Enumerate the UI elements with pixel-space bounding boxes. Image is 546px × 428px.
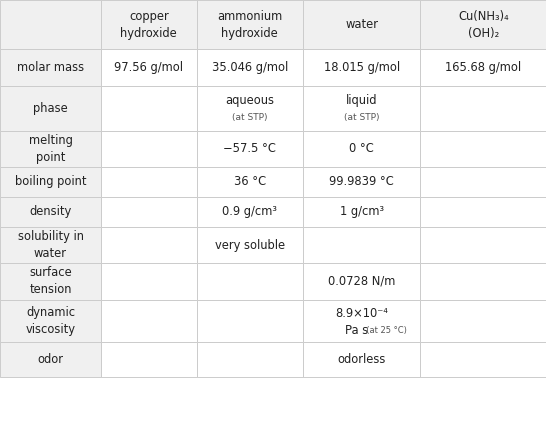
Bar: [303, 131, 420, 167]
Text: density: density: [29, 205, 72, 218]
Bar: [0, 49, 101, 86]
Bar: [101, 263, 197, 300]
Text: ammonium
hydroxide: ammonium hydroxide: [217, 9, 282, 40]
Bar: [197, 0, 303, 49]
Text: dynamic
viscosity: dynamic viscosity: [26, 306, 75, 336]
Bar: [0, 197, 101, 227]
Bar: [197, 300, 303, 342]
Bar: [101, 197, 197, 227]
Text: liquid: liquid: [346, 94, 377, 107]
Bar: [0, 263, 101, 300]
Bar: [197, 342, 303, 377]
Bar: [420, 167, 546, 197]
Bar: [303, 342, 420, 377]
Text: molar mass: molar mass: [17, 61, 84, 74]
Bar: [101, 227, 197, 263]
Bar: [420, 49, 546, 86]
Bar: [101, 0, 197, 49]
Text: (at 25 °C): (at 25 °C): [360, 326, 407, 335]
Bar: [420, 342, 546, 377]
Bar: [303, 86, 420, 131]
Bar: [0, 131, 101, 167]
Bar: [197, 167, 303, 197]
Bar: [420, 86, 546, 131]
Bar: [303, 0, 420, 49]
Text: 97.56 g/mol: 97.56 g/mol: [114, 61, 183, 74]
Bar: [420, 263, 546, 300]
Bar: [101, 86, 197, 131]
Bar: [303, 263, 420, 300]
Bar: [197, 227, 303, 263]
Text: phase: phase: [33, 101, 68, 115]
Text: (at STP): (at STP): [232, 113, 268, 122]
Bar: [0, 86, 101, 131]
Text: solubility in
water: solubility in water: [17, 230, 84, 260]
Bar: [197, 49, 303, 86]
Text: water: water: [345, 18, 378, 31]
Text: odorless: odorless: [337, 353, 386, 366]
Bar: [197, 197, 303, 227]
Text: 165.68 g/mol: 165.68 g/mol: [445, 61, 521, 74]
Text: −57.5 °C: −57.5 °C: [223, 142, 276, 155]
Bar: [0, 300, 101, 342]
Bar: [420, 300, 546, 342]
Bar: [420, 0, 546, 49]
Text: 18.015 g/mol: 18.015 g/mol: [324, 61, 400, 74]
Bar: [101, 49, 197, 86]
Bar: [303, 227, 420, 263]
Bar: [197, 131, 303, 167]
Bar: [0, 167, 101, 197]
Bar: [0, 0, 101, 49]
Bar: [420, 227, 546, 263]
Bar: [420, 131, 546, 167]
Bar: [303, 300, 420, 342]
Bar: [0, 342, 101, 377]
Text: melting
point: melting point: [28, 134, 73, 164]
Bar: [303, 167, 420, 197]
Text: (at STP): (at STP): [344, 113, 379, 122]
Text: 0 °C: 0 °C: [349, 142, 374, 155]
Bar: [303, 49, 420, 86]
Bar: [197, 86, 303, 131]
Text: 99.9839 °C: 99.9839 °C: [329, 175, 394, 188]
Bar: [420, 197, 546, 227]
Bar: [101, 167, 197, 197]
Text: Cu(NH₃)₄
(OH)₂: Cu(NH₃)₄ (OH)₂: [458, 9, 508, 40]
Text: 0.9 g/cm³: 0.9 g/cm³: [222, 205, 277, 218]
Text: boiling point: boiling point: [15, 175, 86, 188]
Text: Pa s: Pa s: [345, 324, 368, 337]
Bar: [0, 227, 101, 263]
Text: very soluble: very soluble: [215, 238, 285, 252]
Text: 8.9×10⁻⁴: 8.9×10⁻⁴: [335, 307, 388, 320]
Text: copper
hydroxide: copper hydroxide: [121, 9, 177, 40]
Bar: [101, 131, 197, 167]
Text: odor: odor: [38, 353, 63, 366]
Text: surface
tension: surface tension: [29, 266, 72, 297]
Text: 35.046 g/mol: 35.046 g/mol: [212, 61, 288, 74]
Text: 1 g/cm³: 1 g/cm³: [340, 205, 384, 218]
Bar: [101, 342, 197, 377]
Bar: [197, 263, 303, 300]
Bar: [303, 197, 420, 227]
Text: 0.0728 N/m: 0.0728 N/m: [328, 275, 395, 288]
Text: aqueous: aqueous: [225, 94, 274, 107]
Bar: [101, 300, 197, 342]
Text: 36 °C: 36 °C: [234, 175, 266, 188]
